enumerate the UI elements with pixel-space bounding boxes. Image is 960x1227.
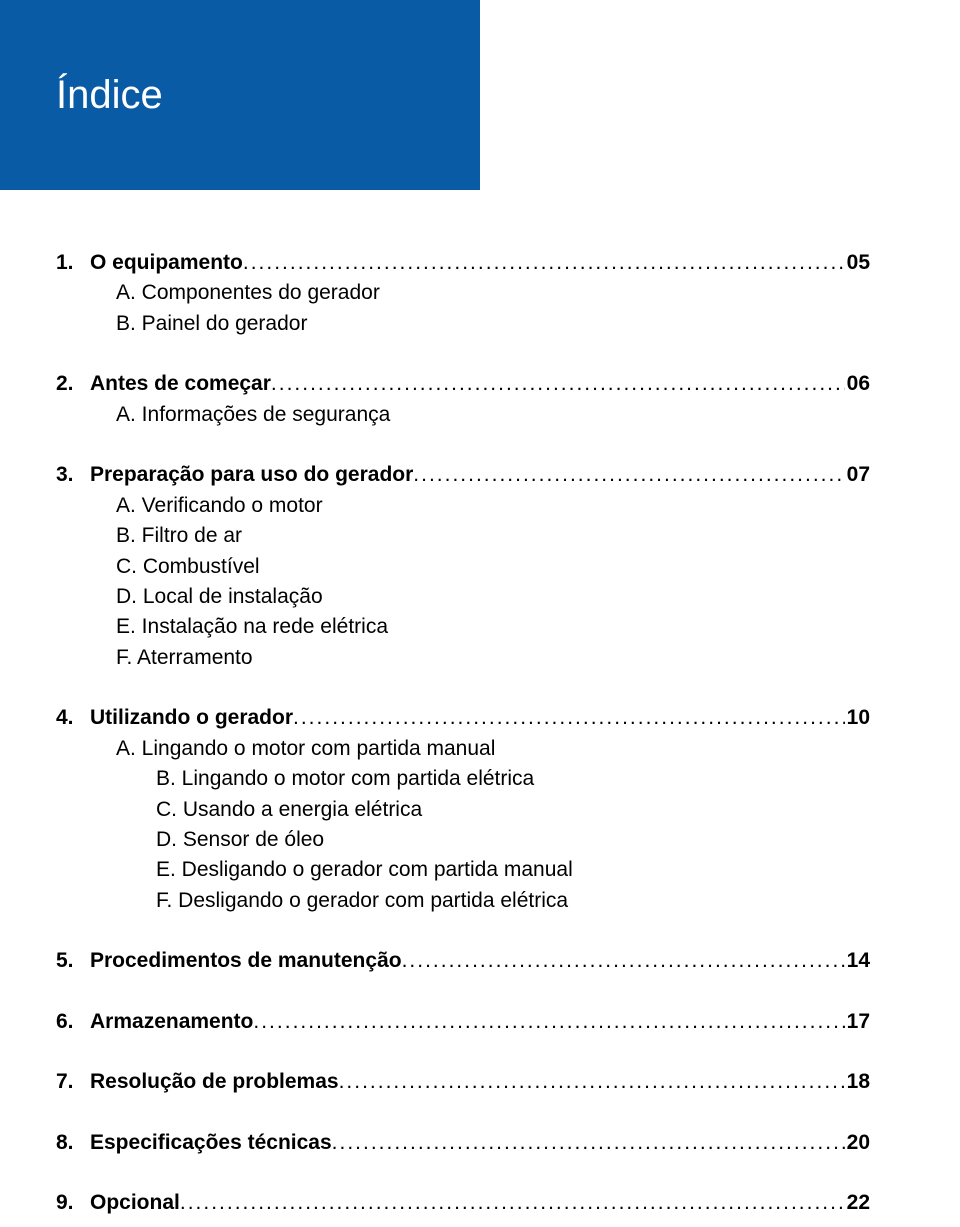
toc-title: Especificações técnicas: [90, 1128, 332, 1158]
toc-page: 06: [845, 369, 870, 399]
toc-title: Antes de começar: [90, 369, 271, 399]
toc-entry: 6. Armazenamento 17: [56, 1007, 870, 1037]
toc-number: 3.: [56, 460, 90, 490]
toc-page: 22: [845, 1188, 870, 1218]
toc-entry: 3. Preparação para uso do gerador 07: [56, 460, 870, 490]
toc-section: 7. Resolução de problemas 18: [56, 1067, 870, 1097]
toc-subitem: A. Lingando o motor com partida manual: [56, 734, 870, 764]
toc-entry: 1. O equipamento 05: [56, 248, 870, 278]
toc-title: Procedimentos de manutenção: [90, 946, 402, 976]
toc-page: 10: [845, 703, 870, 733]
toc-subitem: B. Filtro de ar: [56, 521, 870, 551]
toc-page: 14: [845, 946, 870, 976]
toc-number: 1.: [56, 248, 90, 278]
toc-section: 3. Preparação para uso do gerador 07 A. …: [56, 460, 870, 673]
toc-title: Armazenamento: [90, 1007, 253, 1037]
toc-subsubitem: F. Desligando o gerador com partida elét…: [56, 886, 870, 916]
header-box: Índice: [0, 0, 480, 190]
toc-entry: 8. Especificações técnicas 20: [56, 1128, 870, 1158]
toc-subitem: A. Informações de segurança: [56, 400, 870, 430]
toc-title: O equipamento: [90, 248, 243, 278]
toc-title: Resolução de problemas: [90, 1067, 339, 1097]
toc-number: 2.: [56, 369, 90, 399]
toc-leader: [243, 248, 845, 278]
toc-subitem: B. Painel do gerador: [56, 309, 870, 339]
toc-section: 9. Opcional 22: [56, 1188, 870, 1218]
toc-number: 6.: [56, 1007, 90, 1037]
toc-section: 6. Armazenamento 17: [56, 1007, 870, 1037]
toc-page: 07: [845, 460, 870, 490]
toc-entry: 4. Utilizando o gerador 10: [56, 703, 870, 733]
toc-section: 5. Procedimentos de manutenção 14: [56, 946, 870, 976]
toc-entry: 5. Procedimentos de manutenção 14: [56, 946, 870, 976]
toc-entry: 9. Opcional 22: [56, 1188, 870, 1218]
toc-page: 17: [845, 1007, 870, 1037]
toc-leader: [339, 1067, 845, 1097]
toc-subitem: A. Componentes do gerador: [56, 278, 870, 308]
toc-subsubitem: B. Lingando o motor com partida elétrica: [56, 764, 870, 794]
toc-subitem: D. Local de instalação: [56, 582, 870, 612]
toc-leader: [332, 1128, 845, 1158]
toc-leader: [180, 1188, 845, 1218]
page-title: Índice: [56, 73, 163, 118]
toc-content: 1. O equipamento 05 A. Componentes do ge…: [0, 190, 960, 1219]
toc-page: 05: [845, 248, 870, 278]
toc-subitem: E. Instalação na rede elétrica: [56, 612, 870, 642]
toc-subsubitem: E. Desligando o gerador com partida manu…: [56, 855, 870, 885]
toc-leader: [402, 946, 845, 976]
toc-leader: [271, 369, 845, 399]
toc-section: 2. Antes de começar 06 A. Informações de…: [56, 369, 870, 430]
toc-number: 5.: [56, 946, 90, 976]
toc-page: 18: [845, 1067, 870, 1097]
toc-subitem: A. Verificando o motor: [56, 491, 870, 521]
toc-subitem: F. Aterramento: [56, 643, 870, 673]
toc-title: Preparação para uso do gerador: [90, 460, 413, 490]
toc-section: 4. Utilizando o gerador 10 A. Lingando o…: [56, 703, 870, 916]
toc-subsubitem: D. Sensor de óleo: [56, 825, 870, 855]
toc-section: 8. Especificações técnicas 20: [56, 1128, 870, 1158]
toc-number: 7.: [56, 1067, 90, 1097]
toc-section: 1. O equipamento 05 A. Componentes do ge…: [56, 248, 870, 339]
toc-entry: 7. Resolução de problemas 18: [56, 1067, 870, 1097]
toc-entry: 2. Antes de começar 06: [56, 369, 870, 399]
toc-subitem: C. Combustível: [56, 552, 870, 582]
toc-title: Utilizando o gerador: [90, 703, 293, 733]
toc-title: Opcional: [90, 1188, 180, 1218]
toc-page: 20: [845, 1128, 870, 1158]
toc-leader: [253, 1007, 844, 1037]
toc-number: 4.: [56, 703, 90, 733]
toc-subsubitem: C. Usando a energia elétrica: [56, 795, 870, 825]
toc-leader: [293, 703, 845, 733]
toc-number: 8.: [56, 1128, 90, 1158]
toc-leader: [413, 460, 844, 490]
toc-number: 9.: [56, 1188, 90, 1218]
